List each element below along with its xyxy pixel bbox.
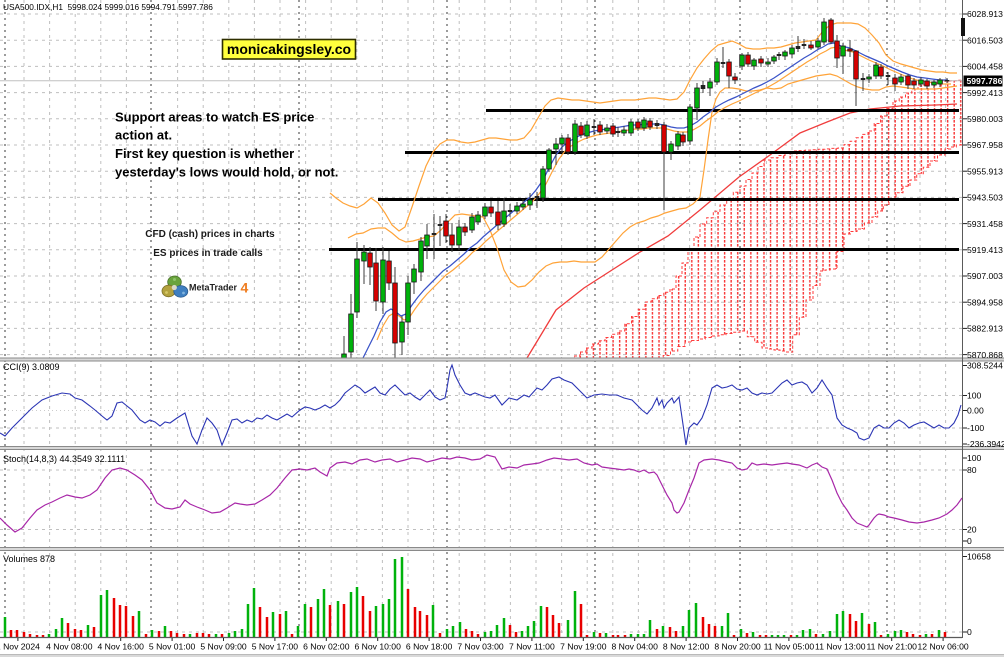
- svg-text:7 Nov 19:00: 7 Nov 19:00: [560, 642, 607, 652]
- svg-text:Support areas to watch ES pric: Support areas to watch ES price: [115, 110, 314, 125]
- svg-text:CFD (cash) prices in charts: CFD (cash) prices in charts: [145, 229, 275, 240]
- svg-text:6016.503: 6016.503: [967, 35, 1003, 45]
- svg-text:5931.458: 5931.458: [967, 219, 1003, 229]
- svg-text:-236.3942: -236.3942: [967, 439, 1004, 449]
- svg-text:Stoch(14,8,3) 44.3549 32.1111: Stoch(14,8,3) 44.3549 32.1111: [3, 454, 125, 464]
- svg-text:5980.003: 5980.003: [967, 114, 1003, 124]
- svg-text:5894.958: 5894.958: [967, 297, 1003, 307]
- svg-text:0.00: 0.00: [967, 406, 984, 416]
- svg-text:4 Nov 16:00: 4 Nov 16:00: [98, 642, 145, 652]
- svg-text:5 Nov 09:00: 5 Nov 09:00: [200, 642, 247, 652]
- svg-text:5 Nov 17:00: 5 Nov 17:00: [252, 642, 299, 652]
- svg-text:5967.958: 5967.958: [967, 140, 1003, 150]
- svg-text:11 Nov 13:00: 11 Nov 13:00: [815, 642, 866, 652]
- svg-text:6004.458: 6004.458: [967, 62, 1003, 72]
- svg-text:5992.413: 5992.413: [967, 88, 1003, 98]
- svg-text:80: 80: [967, 465, 977, 475]
- svg-text:4 Nov 08:00: 4 Nov 08:00: [46, 642, 93, 652]
- svg-text:1 Nov 2024: 1 Nov 2024: [0, 642, 40, 652]
- svg-text:6 Nov 02:00: 6 Nov 02:00: [303, 642, 350, 652]
- svg-text:monicakingsley.co: monicakingsley.co: [227, 41, 351, 57]
- svg-text:10658: 10658: [967, 552, 991, 562]
- svg-text:7 Nov 03:00: 7 Nov 03:00: [457, 642, 504, 652]
- svg-text:4: 4: [241, 280, 249, 296]
- svg-text:5997.786: 5997.786: [967, 76, 1003, 86]
- svg-text:6 Nov 10:00: 6 Nov 10:00: [355, 642, 402, 652]
- svg-text:5943.503: 5943.503: [967, 193, 1003, 203]
- svg-text:12 Nov 06:00: 12 Nov 06:00: [918, 642, 969, 652]
- svg-text:0: 0: [967, 627, 972, 637]
- svg-text:6 Nov 18:00: 6 Nov 18:00: [406, 642, 453, 652]
- svg-text:8 Nov 04:00: 8 Nov 04:00: [612, 642, 659, 652]
- svg-text:5955.913: 5955.913: [967, 166, 1003, 176]
- svg-text:5919.413: 5919.413: [967, 245, 1003, 255]
- svg-text:5907.003: 5907.003: [967, 271, 1003, 281]
- svg-text:Volumes 878: Volumes 878: [3, 554, 55, 564]
- svg-text:yesterday's lows would hold, o: yesterday's lows would hold, or not.: [115, 165, 338, 180]
- svg-text:8 Nov 12:00: 8 Nov 12:00: [663, 642, 710, 652]
- svg-text:-100: -100: [967, 423, 984, 433]
- svg-text:100: 100: [967, 453, 982, 463]
- svg-text:0: 0: [967, 536, 972, 546]
- svg-text:11 Nov 05:00: 11 Nov 05:00: [764, 642, 815, 652]
- svg-text:action at.: action at.: [115, 128, 172, 143]
- svg-text:6028.913: 6028.913: [967, 9, 1003, 19]
- svg-text:MetaTrader: MetaTrader: [189, 283, 238, 293]
- svg-text:5 Nov 01:00: 5 Nov 01:00: [149, 642, 196, 652]
- svg-text:5882.913: 5882.913: [967, 324, 1003, 334]
- svg-text:100: 100: [967, 391, 982, 401]
- svg-text:CCI(9) 3.0809: CCI(9) 3.0809: [3, 362, 60, 372]
- svg-text:308.5244: 308.5244: [967, 361, 1003, 371]
- svg-text:7 Nov 11:00: 7 Nov 11:00: [509, 642, 555, 652]
- svg-text:11 Nov 21:00: 11 Nov 21:00: [866, 642, 917, 652]
- svg-text:ES prices in trade calls: ES prices in trade calls: [153, 248, 263, 259]
- svg-text:8 Nov 20:00: 8 Nov 20:00: [714, 642, 761, 652]
- svg-text:20: 20: [967, 525, 977, 535]
- svg-text:First key question is whether: First key question is whether: [115, 146, 294, 161]
- svg-text:USA500.IDX,H1 5998.024 5999.0: USA500.IDX,H1 5998.024 5999.016 5994.791…: [3, 2, 213, 12]
- svg-text:5870.868: 5870.868: [967, 350, 1003, 360]
